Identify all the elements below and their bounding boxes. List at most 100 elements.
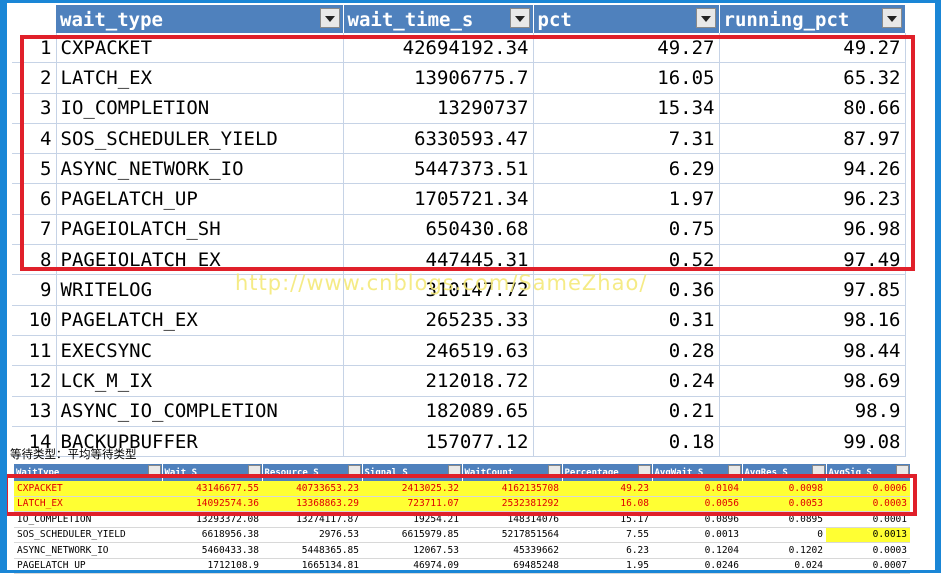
table-cell[interactable]: 0.0001 — [826, 511, 910, 528]
table-cell[interactable]: 6618956.38 — [162, 527, 262, 543]
cell-wait-type[interactable]: CXPACKET — [55, 33, 343, 64]
table-cell[interactable]: 0.0056 — [652, 496, 742, 512]
filter-dropdown-icon[interactable] — [347, 465, 361, 478]
cell-wait-type[interactable]: SOS_SCHEDULER_YIELD — [55, 123, 343, 155]
table-cell[interactable]: 0.1202 — [742, 542, 826, 559]
cell-running-pct[interactable]: 80.66 — [718, 93, 906, 124]
cell-running-pct[interactable]: 97.85 — [718, 274, 906, 306]
cell-pct[interactable]: 15.34 — [532, 93, 719, 124]
table-cell[interactable]: 2976.53 — [262, 527, 362, 543]
cell-wait-type[interactable]: ASYNC_IO_COMPLETION — [55, 396, 343, 427]
table-cell[interactable]: 0.0013 — [652, 527, 742, 543]
cell-running-pct[interactable]: 49.27 — [718, 33, 906, 64]
row-index[interactable]: 12 — [12, 365, 56, 397]
table-cell[interactable]: 0.0003 — [826, 542, 910, 559]
cell-pct[interactable]: 0.36 — [532, 274, 719, 306]
table-cell[interactable]: 6.23 — [562, 542, 652, 559]
table-cell[interactable]: 45339662 — [462, 542, 562, 559]
cell-wait-type[interactable]: PAGEIOLATCH_EX — [55, 244, 343, 276]
table-cell[interactable]: 0.0053 — [742, 496, 826, 512]
table-cell[interactable]: 2413025.32 — [362, 481, 462, 497]
table-cell[interactable]: 0.0098 — [742, 481, 826, 497]
filter-dropdown-icon[interactable] — [695, 8, 716, 28]
table-cell[interactable]: 0.0003 — [826, 496, 910, 512]
filter-dropdown-icon[interactable] — [319, 8, 340, 28]
table-cell[interactable]: 40733653.23 — [262, 481, 362, 497]
cell-wait-type[interactable]: WRITELOG — [55, 274, 343, 306]
table-cell[interactable]: 0.0896 — [652, 511, 742, 528]
filter-dropdown-icon[interactable] — [247, 465, 261, 478]
filter-dropdown-icon[interactable] — [727, 465, 741, 478]
cell-wait-time-s[interactable]: 246519.63 — [342, 335, 533, 367]
cell-running-pct[interactable]: 97.49 — [718, 244, 906, 276]
cell-wait-type[interactable]: LCK_M_IX — [55, 365, 343, 397]
table-cell[interactable]: PAGELATCH_UP — [14, 558, 162, 574]
filter-dropdown-icon[interactable] — [881, 8, 902, 28]
table-cell[interactable]: 13274117.87 — [262, 511, 362, 528]
cell-pct[interactable]: 0.24 — [532, 365, 719, 397]
table-cell[interactable]: 0.0006 — [826, 481, 910, 497]
table-cell[interactable]: CXPACKET — [14, 481, 162, 497]
cell-pct[interactable]: 1.97 — [532, 183, 719, 215]
table-cell[interactable]: 5448365.85 — [262, 542, 362, 559]
cell-wait-time-s[interactable]: 182089.65 — [342, 396, 533, 427]
filter-dropdown-icon[interactable] — [447, 465, 461, 478]
cell-wait-type[interactable]: IO_COMPLETION — [55, 93, 343, 124]
table-cell[interactable]: 0.1204 — [652, 542, 742, 559]
table-cell[interactable]: 13368863.29 — [262, 496, 362, 512]
cell-pct[interactable]: 0.21 — [532, 396, 719, 427]
cell-wait-type[interactable]: PAGELATCH_EX — [55, 305, 343, 336]
cell-pct[interactable]: 49.27 — [532, 33, 719, 64]
cell-running-pct[interactable]: 98.16 — [718, 305, 906, 336]
row-index[interactable]: 9 — [12, 274, 56, 306]
cell-wait-type[interactable]: PAGELATCH_UP — [55, 183, 343, 215]
table-cell[interactable]: 5217851564 — [462, 527, 562, 543]
table-cell[interactable]: 148314076 — [462, 511, 562, 528]
cell-pct[interactable]: 0.52 — [532, 244, 719, 276]
cell-wait-time-s[interactable]: 13290737 — [342, 93, 533, 124]
table-cell[interactable]: 723711.07 — [362, 496, 462, 512]
cell-pct[interactable]: 0.18 — [532, 426, 719, 458]
cell-pct[interactable]: 0.28 — [532, 335, 719, 367]
table-cell[interactable]: 0.0007 — [826, 558, 910, 574]
cell-wait-time-s[interactable]: 310147.72 — [342, 274, 533, 306]
cell-running-pct[interactable]: 94.26 — [718, 153, 906, 185]
table-cell[interactable]: 4162135708 — [462, 481, 562, 497]
table-cell[interactable]: LATCH_EX — [14, 496, 162, 512]
cell-wait-time-s[interactable]: 6330593.47 — [342, 123, 533, 155]
cell-wait-time-s[interactable]: 650430.68 — [342, 214, 533, 246]
table-cell[interactable]: 13293372.08 — [162, 511, 262, 528]
cell-wait-type[interactable]: BACKUPBUFFER — [55, 426, 343, 458]
table-cell[interactable]: 5460433.38 — [162, 542, 262, 559]
cell-pct[interactable]: 0.75 — [532, 214, 719, 246]
cell-running-pct[interactable]: 99.08 — [718, 426, 906, 458]
cell-running-pct[interactable]: 98.9 — [718, 396, 906, 427]
cell-wait-time-s[interactable]: 42694192.34 — [342, 33, 533, 64]
table-cell[interactable]: 6615979.85 — [362, 527, 462, 543]
cell-wait-time-s[interactable]: 447445.31 — [342, 244, 533, 276]
cell-running-pct[interactable]: 87.97 — [718, 123, 906, 155]
cell-wait-type[interactable]: PAGEIOLATCH_SH — [55, 214, 343, 246]
cell-running-pct[interactable]: 96.98 — [718, 214, 906, 246]
filter-dropdown-icon[interactable] — [811, 465, 825, 478]
row-index[interactable]: 4 — [12, 123, 56, 155]
cell-running-pct[interactable]: 98.69 — [718, 365, 906, 397]
filter-dropdown-icon[interactable] — [895, 465, 909, 478]
table-cell[interactable]: 15.17 — [562, 511, 652, 528]
cell-wait-time-s[interactable]: 1705721.34 — [342, 183, 533, 215]
cell-wait-time-s[interactable]: 265235.33 — [342, 305, 533, 336]
row-index[interactable]: 14 — [12, 426, 56, 458]
row-index[interactable]: 13 — [12, 396, 56, 427]
cell-wait-type[interactable]: ASYNC_NETWORK_IO — [55, 153, 343, 185]
table-cell[interactable]: 1665134.81 — [262, 558, 362, 574]
table-cell[interactable]: 14092574.36 — [162, 496, 262, 512]
cell-wait-time-s[interactable]: 212018.72 — [342, 365, 533, 397]
row-index[interactable]: 3 — [12, 93, 56, 124]
row-index[interactable]: 5 — [12, 153, 56, 185]
table-cell[interactable]: 19254.21 — [362, 511, 462, 528]
filter-dropdown-icon[interactable] — [509, 8, 530, 28]
row-index[interactable]: 8 — [12, 244, 56, 276]
table-cell[interactable]: 0.0104 — [652, 481, 742, 497]
row-index[interactable]: 2 — [12, 62, 56, 94]
filter-dropdown-icon[interactable] — [637, 465, 651, 478]
